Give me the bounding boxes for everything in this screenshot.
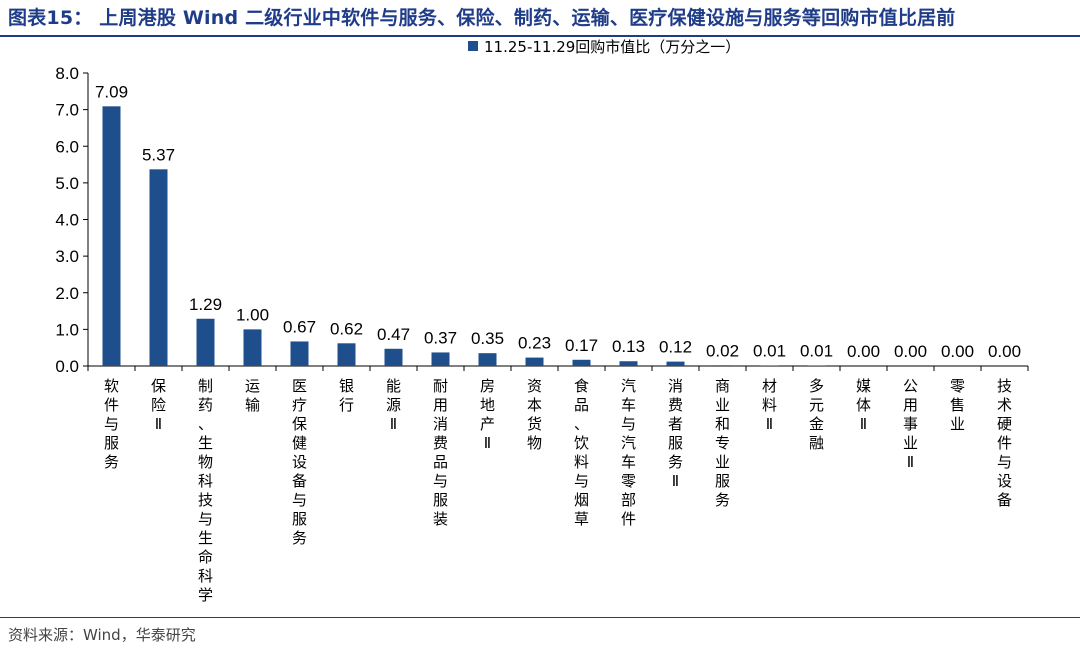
category-label: 零售业 (950, 377, 965, 433)
data-label: 0.00 (894, 342, 927, 361)
bar (619, 361, 638, 366)
bar (525, 357, 544, 366)
category-label: 汽车与汽车零部件 (621, 377, 636, 528)
source-divider (0, 617, 1080, 618)
data-label: 0.47 (377, 325, 410, 344)
category-label: 医疗保健设备与服务 (292, 377, 307, 547)
bar (149, 169, 168, 366)
category-label: 商业和专业服务 (715, 377, 730, 509)
category-label: 制药、生物科技与生命科学 (198, 377, 213, 604)
legend-label: 11.25-11.29回购市值比（万分之一） (484, 38, 740, 56)
data-label: 1.00 (236, 305, 269, 324)
category-label: 多元金融 (809, 377, 824, 452)
category-label: 食品、饮料与烟草 (574, 377, 589, 528)
bar (713, 365, 732, 366)
category-label: 能源 Ⅱ (386, 377, 401, 433)
bar (384, 348, 403, 366)
category-label: 技术硬件与设备 (997, 377, 1012, 509)
category-label: 运输 (245, 377, 260, 414)
data-label: 0.23 (518, 334, 551, 353)
y-tick-label: 2.0 (55, 284, 79, 303)
y-tick-label: 0.0 (55, 357, 79, 376)
category-label: 房地产 Ⅱ (480, 377, 495, 452)
y-tick-label: 7.0 (55, 101, 79, 120)
data-label: 1.29 (189, 295, 222, 314)
category-label: 材料 Ⅱ (762, 377, 777, 433)
data-label: 0.00 (988, 342, 1021, 361)
data-label: 0.37 (424, 328, 457, 347)
category-label: 消费者服务 Ⅱ (668, 377, 683, 490)
data-label: 0.01 (753, 342, 786, 361)
data-label: 5.37 (142, 145, 175, 164)
bar (102, 106, 121, 367)
bar (572, 359, 591, 366)
data-label: 7.09 (95, 82, 128, 101)
bar-chart: 0.0 1.0 2.0 3.0 4.0 5.0 6.0 7.0 8.0 7.09 软件与服务 5.37… (55, 38, 1029, 604)
data-label: 0.00 (941, 342, 974, 361)
bar (666, 361, 685, 366)
category-label: 耐用消费品与服装 (433, 377, 448, 528)
y-tick-label: 3.0 (55, 247, 79, 266)
data-label: 0.62 (330, 319, 363, 338)
data-label: 0.17 (565, 336, 598, 355)
data-label: 0.01 (800, 342, 833, 361)
y-tick-label: 8.0 (55, 64, 79, 83)
bar (431, 352, 450, 366)
category-label: 银行 (339, 377, 354, 414)
data-label: 0.13 (612, 337, 645, 356)
chart-title: 图表15： 上周港股 Wind 二级行业中软件与服务、保险、制药、运输、医疗保健… (8, 7, 956, 29)
title-divider (0, 35, 1080, 37)
y-tick-label: 1.0 (55, 320, 79, 339)
bar (290, 341, 309, 366)
data-label: 0.12 (659, 338, 692, 357)
legend-swatch (468, 41, 478, 51)
category-label: 保险 Ⅱ (151, 377, 166, 433)
bar (196, 318, 215, 366)
data-label: 0.00 (847, 342, 880, 361)
category-label: 软件与服务 (104, 377, 119, 471)
source-note: 资料来源：Wind，华泰研究 (8, 626, 196, 644)
y-tick-label: 5.0 (55, 174, 79, 193)
category-label: 资本货物 (527, 377, 542, 452)
bar (478, 353, 497, 366)
y-tick-label: 6.0 (55, 137, 79, 156)
category-label: 媒体 Ⅱ (856, 377, 871, 433)
data-label: 0.35 (471, 329, 504, 348)
y-tick-label: 4.0 (55, 211, 79, 230)
bar (337, 343, 356, 366)
data-label: 0.67 (283, 317, 316, 336)
category-label: 公用事业 Ⅱ (903, 377, 918, 471)
bar (243, 329, 262, 366)
data-label: 0.02 (706, 341, 739, 360)
